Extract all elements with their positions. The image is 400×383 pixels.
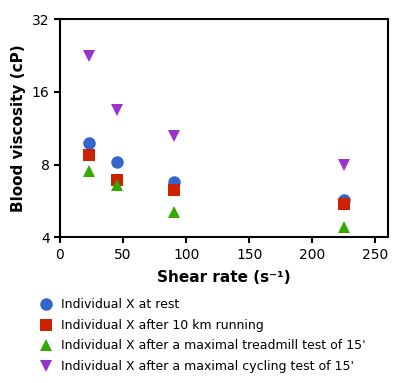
Individual X at rest <box>342 198 346 203</box>
Individual X after a maximal treadmill test of 15' <box>114 183 119 187</box>
Individual X after a maximal cycling test of 15' <box>114 108 119 112</box>
Individual X after a maximal cycling test of 15' <box>87 54 92 59</box>
X-axis label: Shear rate (s⁻¹): Shear rate (s⁻¹) <box>157 270 291 285</box>
Individual X after a maximal cycling test of 15' <box>342 162 346 167</box>
Individual X after a maximal treadmill test of 15' <box>87 169 92 174</box>
Line: Individual X after a maximal cycling test of 15': Individual X after a maximal cycling tes… <box>83 50 350 171</box>
Y-axis label: Blood viscosity (cP): Blood viscosity (cP) <box>11 44 26 212</box>
Line: Individual X at rest: Individual X at rest <box>83 137 350 206</box>
Individual X after a maximal cycling test of 15' <box>171 134 176 138</box>
Individual X after 10 km running <box>171 187 176 192</box>
Individual X at rest <box>114 160 119 164</box>
Individual X at rest <box>171 180 176 184</box>
Individual X after a maximal treadmill test of 15' <box>342 225 346 230</box>
Line: Individual X after a maximal treadmill test of 15': Individual X after a maximal treadmill t… <box>83 165 350 234</box>
Line: Individual X after 10 km running: Individual X after 10 km running <box>83 149 350 210</box>
Individual X after 10 km running <box>114 178 119 183</box>
Individual X after a maximal treadmill test of 15' <box>171 210 176 214</box>
Legend: Individual X at rest, Individual X after 10 km running, Individual X after a max: Individual X at rest, Individual X after… <box>38 298 365 373</box>
Individual X at rest <box>87 141 92 146</box>
Individual X after 10 km running <box>342 202 346 206</box>
Individual X after 10 km running <box>87 152 92 157</box>
